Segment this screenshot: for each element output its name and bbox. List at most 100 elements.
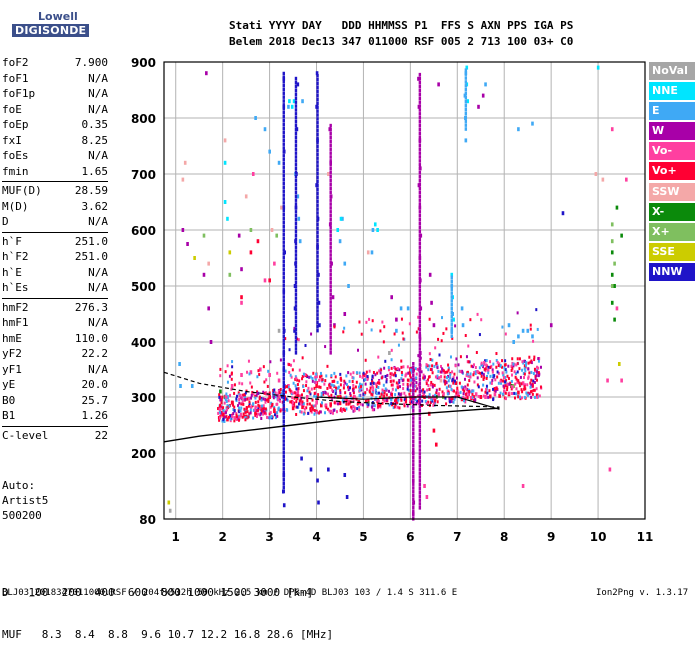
- echo-point: [403, 402, 406, 406]
- echo-point: [482, 394, 485, 398]
- echo-point: [425, 495, 429, 499]
- echo-point: [311, 406, 314, 410]
- echo-point: [299, 402, 302, 406]
- echo-point: [482, 373, 485, 377]
- echo-point: [497, 381, 500, 385]
- echo-point: [282, 205, 285, 209]
- echo-point: [491, 370, 494, 374]
- echo-point: [418, 76, 422, 81]
- echo-point: [256, 392, 259, 396]
- echo-point: [412, 509, 415, 513]
- echo-point: [450, 397, 453, 401]
- echo-point: [294, 221, 298, 226]
- echo-point: [296, 405, 299, 409]
- echo-point: [329, 131, 332, 136]
- echo-point: [324, 411, 327, 415]
- echo-point: [464, 400, 467, 404]
- echo-point: [385, 377, 388, 381]
- echo-point: [536, 327, 539, 331]
- echo-point: [413, 384, 416, 388]
- echo-point: [220, 398, 223, 402]
- echo-point: [358, 320, 361, 324]
- echo-point: [370, 378, 373, 382]
- echo-point: [229, 414, 232, 418]
- echo-point: [282, 177, 285, 182]
- param-name: MUF(D): [2, 184, 42, 197]
- echo-point: [481, 363, 484, 367]
- echo-point: [390, 401, 393, 405]
- echo-point: [407, 371, 410, 375]
- echo-point: [615, 306, 619, 311]
- echo-point: [370, 250, 374, 255]
- param-value: 25.7: [81, 393, 109, 407]
- legend-item: SSW: [649, 182, 695, 201]
- echo-point: [339, 394, 342, 398]
- echo-point: [390, 295, 393, 300]
- echo-point: [418, 116, 422, 120]
- echo-point: [282, 267, 285, 272]
- echo-point: [538, 394, 541, 398]
- echo-point: [257, 403, 260, 407]
- echo-point: [284, 390, 287, 394]
- echo-point: [309, 375, 312, 379]
- echo-point: [473, 371, 476, 375]
- legend-item: NNW: [649, 262, 695, 281]
- echo-point: [294, 135, 298, 140]
- echo-point: [528, 392, 531, 396]
- echo-point: [316, 238, 319, 243]
- echo-point: [329, 308, 332, 312]
- echo-point: [418, 300, 422, 304]
- echo-point: [294, 108, 298, 112]
- echo-point: [390, 391, 393, 395]
- echo-point: [316, 478, 319, 483]
- echo-point: [320, 401, 323, 405]
- echo-point: [322, 392, 325, 396]
- echo-point: [472, 363, 475, 367]
- echo-point: [418, 135, 422, 140]
- echo-point: [313, 412, 316, 416]
- echo-point: [374, 373, 377, 377]
- echo-point: [418, 182, 422, 187]
- echo-point: [495, 352, 498, 356]
- echo-point: [492, 387, 495, 391]
- echo-point: [247, 415, 250, 419]
- echo-point: [464, 107, 468, 112]
- echo-point: [294, 276, 298, 281]
- echo-point: [288, 370, 291, 374]
- distance-label: D: [2, 586, 9, 599]
- param-row: yF1 N/A: [2, 363, 108, 379]
- echo-point: [380, 376, 383, 380]
- echo-point: [316, 124, 319, 129]
- echo-point: [412, 369, 415, 374]
- echo-point: [354, 385, 357, 389]
- echo-point: [268, 391, 271, 395]
- echo-point: [394, 367, 397, 371]
- echo-point: [316, 117, 319, 121]
- echo-point: [294, 335, 298, 340]
- echo-point: [229, 393, 232, 397]
- echo-point: [512, 340, 516, 344]
- param-row: foEs N/A: [2, 149, 108, 165]
- echo-point: [402, 387, 405, 391]
- echo-point: [341, 408, 344, 412]
- echo-point: [246, 410, 249, 414]
- echo-point: [447, 363, 450, 367]
- echo-point: [431, 383, 434, 387]
- echo-point: [282, 126, 285, 131]
- echo-point: [533, 395, 536, 399]
- echo-point: [372, 381, 375, 385]
- echo-point: [452, 400, 455, 404]
- echo-point: [512, 362, 515, 366]
- echo-point: [384, 387, 387, 391]
- echo-point: [249, 250, 253, 255]
- echo-point: [290, 390, 293, 394]
- echo-point: [384, 359, 387, 363]
- echo-point: [282, 271, 285, 276]
- echo-point: [502, 379, 505, 383]
- echo-point: [451, 389, 454, 393]
- echo-point: [302, 389, 305, 393]
- echo-point: [390, 372, 393, 376]
- echo-point: [267, 397, 270, 401]
- echo-point: [418, 214, 422, 218]
- echo-point: [345, 395, 348, 399]
